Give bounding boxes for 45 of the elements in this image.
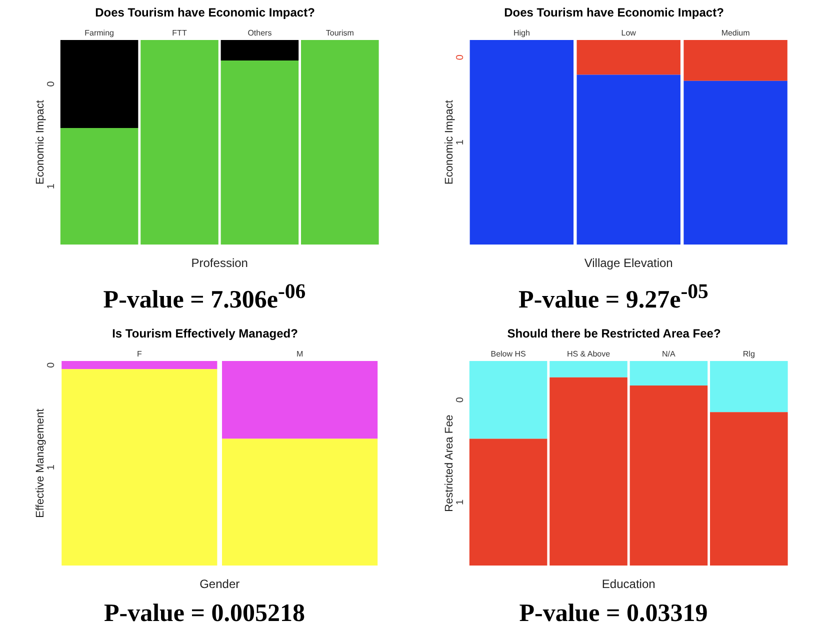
bar <box>710 412 788 566</box>
bar <box>710 361 788 412</box>
text: P-value = 0.03319 <box>518 600 709 628</box>
x-axis-title: Gender <box>200 577 240 592</box>
y-axis-title: Restricted Area Fee <box>444 414 456 512</box>
bar <box>550 377 628 566</box>
x-tick-label: M <box>296 349 304 358</box>
x-tick-label: Below HS <box>490 349 526 358</box>
text: P-value = 9.27e$^{-05}$ <box>518 279 710 314</box>
text: P-value = 0.005218 <box>102 600 306 628</box>
bar <box>469 361 548 439</box>
bar <box>630 361 708 386</box>
x-tick-label: Others <box>248 28 272 38</box>
y-axis-title: Effective Management <box>34 408 47 518</box>
text: 0 <box>46 362 57 368</box>
text: 0 <box>46 80 57 87</box>
x-tick-label: Rlg <box>742 349 755 358</box>
x-tick-label: N/A <box>662 349 676 358</box>
text: P-value = 7.306e$^{-06}$ <box>102 279 307 314</box>
x-tick-label: FTT <box>172 28 187 38</box>
x-axis-title: Education <box>602 577 656 592</box>
text: 1 <box>454 498 466 505</box>
text: 1 <box>46 183 57 190</box>
chart-title: Does Tourism have Economic Impact? <box>504 6 724 20</box>
x-tick-label: Medium <box>721 28 750 38</box>
bar <box>469 438 548 566</box>
bar <box>550 361 628 378</box>
text: 0 <box>454 396 466 403</box>
chart-title: Should there be Restricted Area Fee? <box>507 326 721 341</box>
x-tick-label: Farming <box>84 28 114 38</box>
x-tick-label: F <box>136 349 142 358</box>
text: 0 <box>454 54 466 60</box>
y-axis-title: Economic Impact <box>34 100 47 184</box>
chart-title: Does Tourism have Economic Impact? <box>95 6 315 20</box>
x-tick-label: High <box>513 28 530 38</box>
bar <box>630 386 708 566</box>
text: 1 <box>454 139 466 146</box>
x-axis-title: Profession <box>191 256 248 270</box>
x-tick-label: Low <box>621 28 636 38</box>
y-axis-title: Economic Impact <box>444 100 456 184</box>
x-tick-label: Tourism <box>326 28 354 38</box>
chart-title: Is Tourism Effectively Managed? <box>112 326 298 341</box>
x-axis-title: Village Elevation <box>584 256 673 270</box>
x-tick-label: HS & Above <box>566 349 611 358</box>
text: 1 <box>46 464 57 470</box>
